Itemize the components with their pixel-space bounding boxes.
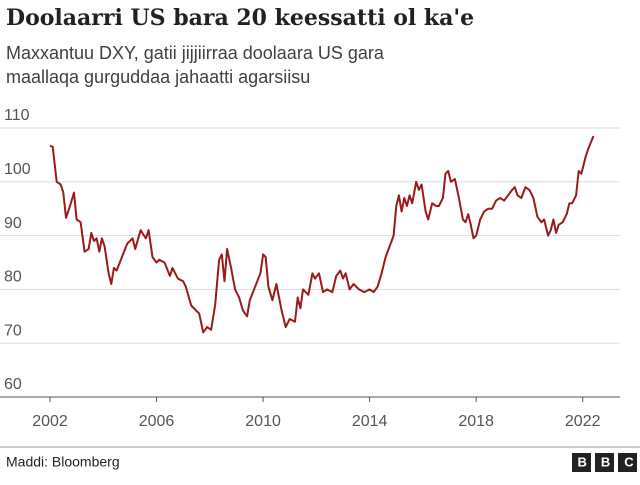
x-tick-label: 2018 (458, 413, 494, 430)
subtitle: Maxxantuu DXY, gatii jijjiirraa doolaara… (6, 43, 385, 87)
x-tick-label: 2014 (352, 413, 388, 430)
y-tick-label: 80 (4, 269, 22, 286)
subtitle-line: Maxxantuu DXY, gatii jijjiirraa doolaara… (6, 43, 385, 63)
y-tick-label: 90 (4, 215, 22, 232)
x-tick-label: 2002 (32, 413, 68, 430)
x-tick-label: 2010 (245, 413, 281, 430)
logo: BBC (578, 454, 640, 469)
x-tick-label: 2006 (139, 413, 175, 430)
y-tick-label: 60 (4, 376, 22, 393)
source: Maddi: Bloomberg (6, 454, 120, 470)
chart-title: Doolaarri US bara 20 keessatti ol ka'e (6, 5, 474, 31)
data-line (50, 136, 593, 332)
x-tick-label: 2022 (565, 413, 601, 430)
y-tick-label: 100 (4, 161, 31, 178)
y-tick-label: 110 (4, 107, 30, 124)
y-tick-label: 70 (4, 322, 22, 339)
subtitle-line: maallaqa gurguddaa jahaatti agarsiisu (6, 67, 310, 87)
